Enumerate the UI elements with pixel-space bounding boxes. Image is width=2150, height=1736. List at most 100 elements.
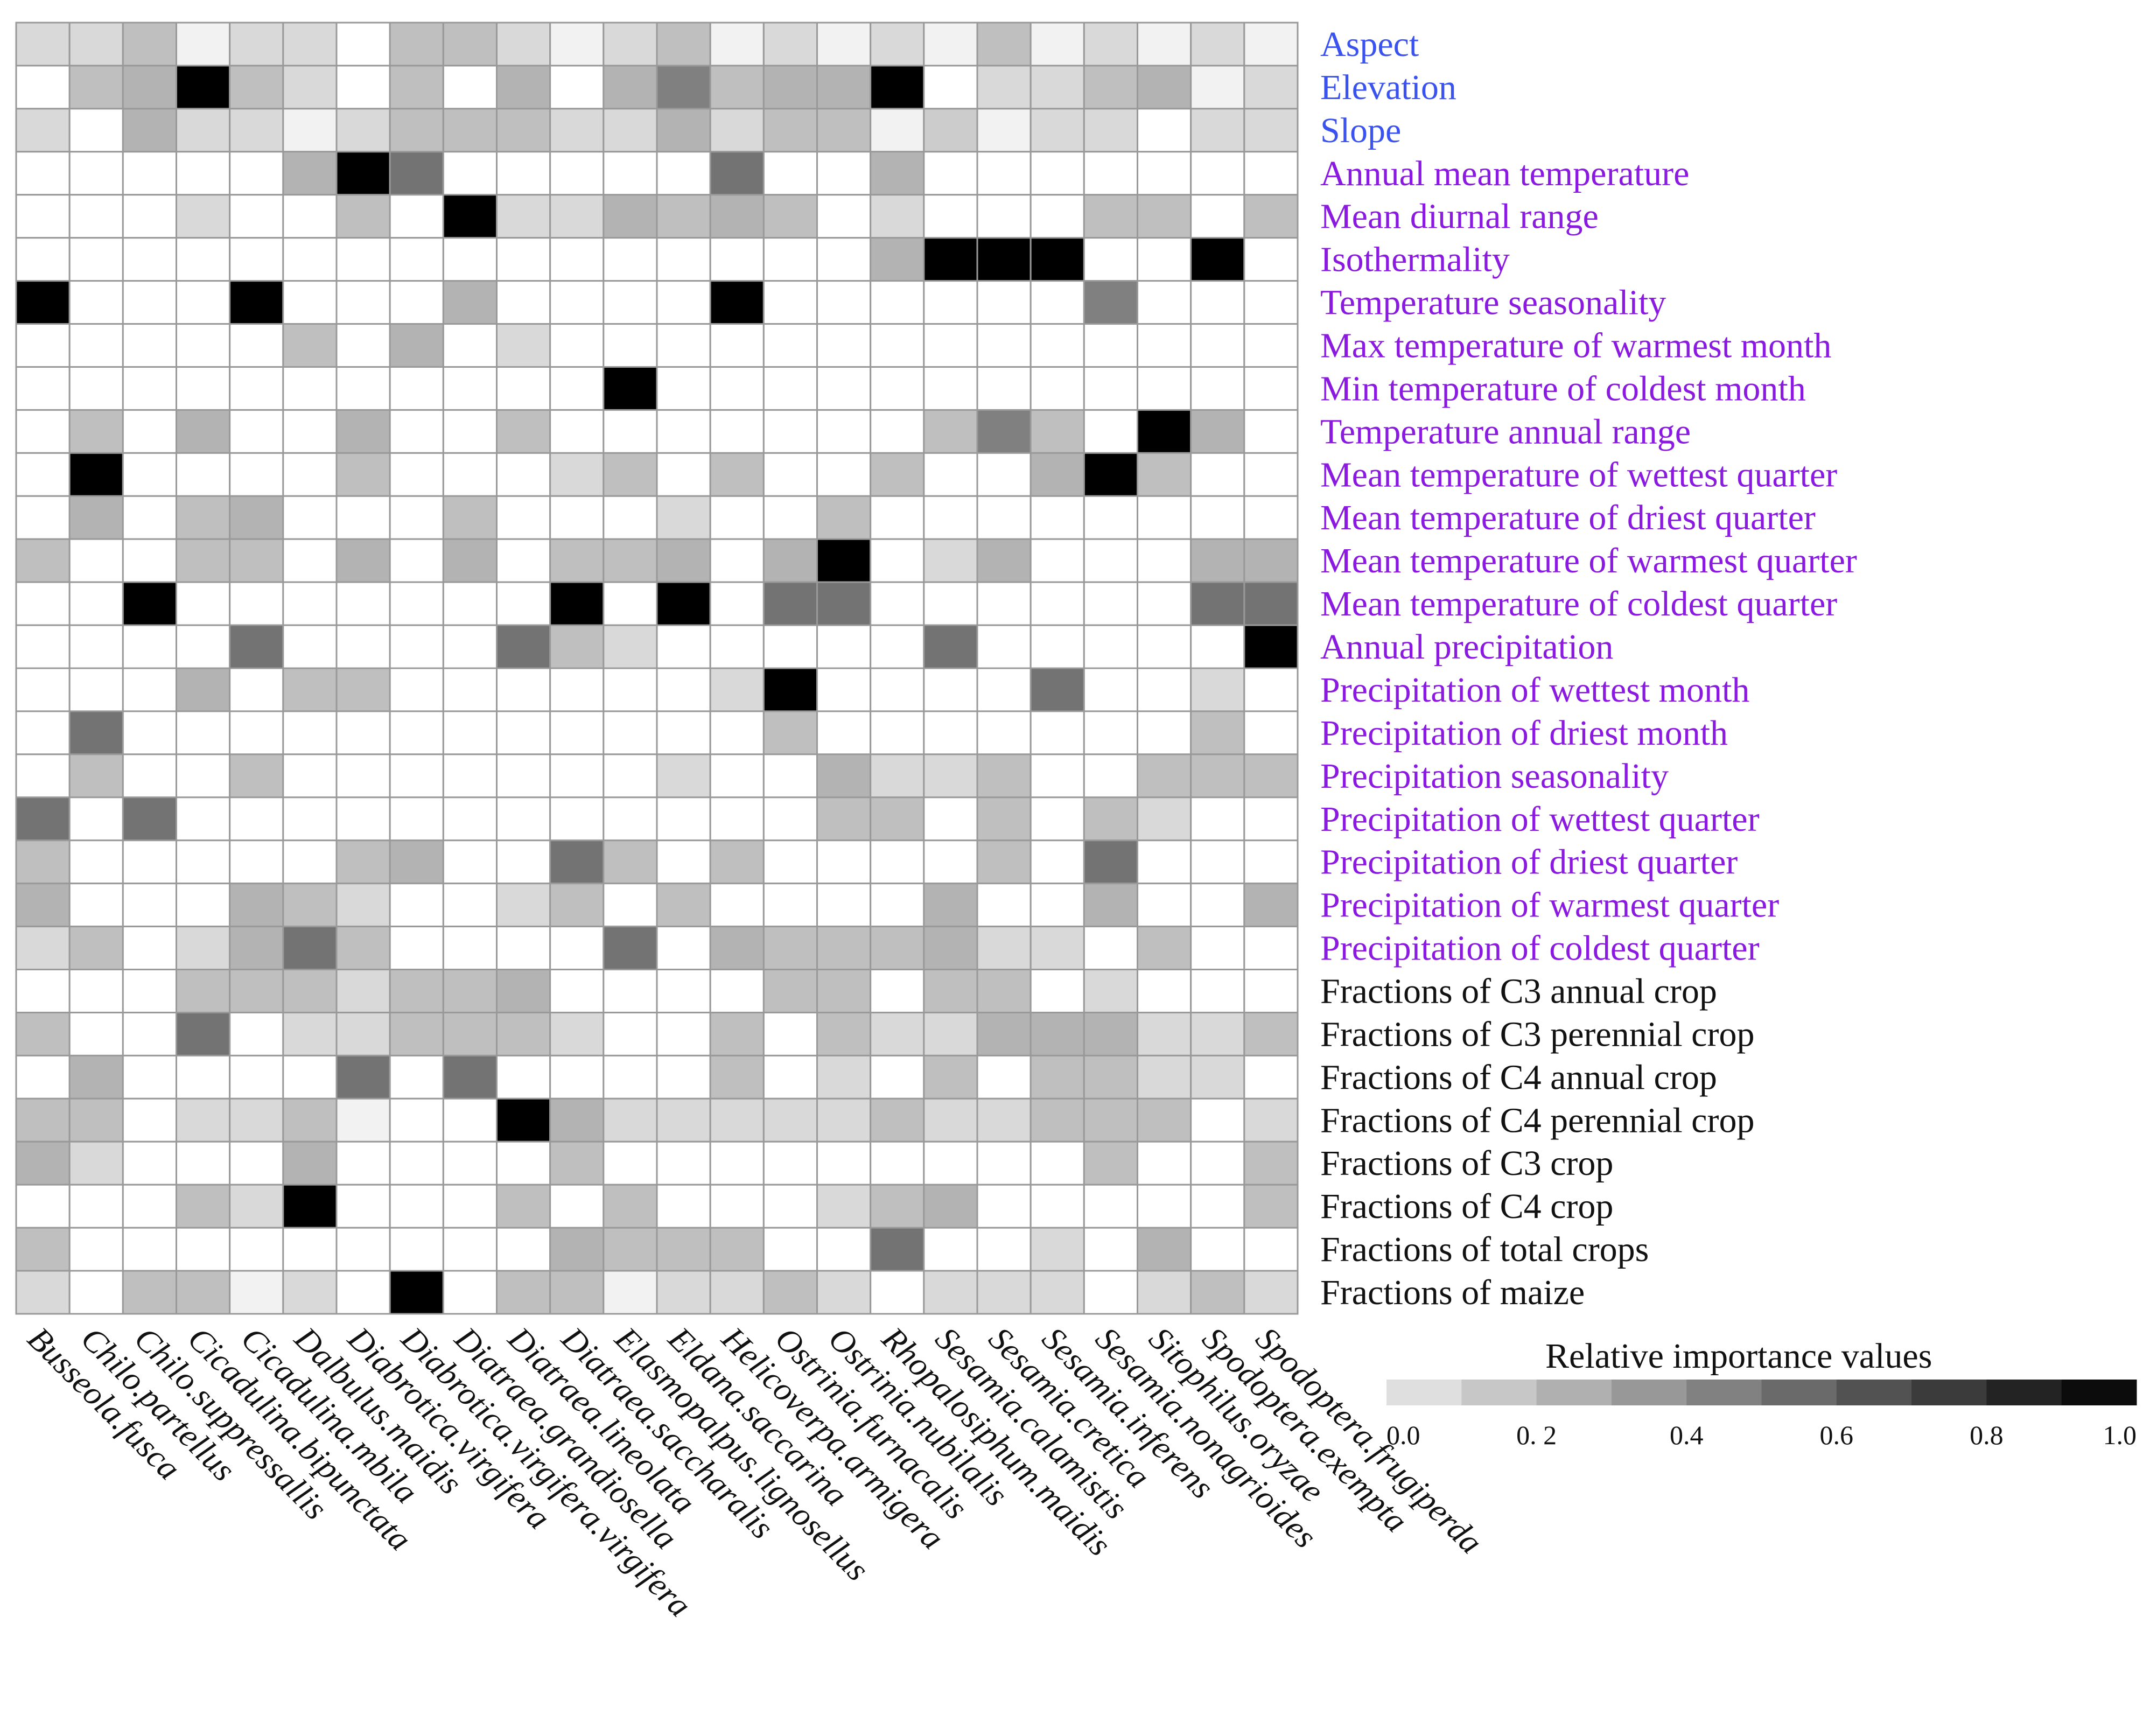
heatmap-cell [870, 581, 925, 626]
row-label: Mean temperature of driest quarter [1320, 498, 1816, 537]
heatmap-cell [762, 151, 818, 196]
heatmap-cell [870, 969, 925, 1013]
heatmap-cell [496, 366, 551, 411]
heatmap-cell [1190, 65, 1245, 110]
heatmap-cell [923, 969, 978, 1013]
heatmap-cell [176, 969, 231, 1013]
heatmap-cell [976, 366, 1032, 411]
heatmap-cell [229, 1227, 284, 1272]
heatmap-cell [870, 667, 925, 712]
heatmap-cell [68, 65, 124, 110]
heatmap-cell [15, 452, 71, 497]
heatmap-cell [176, 194, 231, 239]
heatmap-cell [976, 1270, 1032, 1315]
heatmap-cell [870, 1227, 925, 1272]
legend-tick-label: 0.4 [1670, 1420, 1704, 1450]
heatmap-cell [976, 624, 1032, 669]
heatmap-cell [335, 1140, 391, 1186]
heatmap-cell [976, 538, 1032, 583]
heatmap-cell [709, 581, 765, 626]
heatmap-cell [923, 452, 978, 497]
heatmap-cell [1243, 495, 1299, 540]
legend-tick-label: 0.0 [1386, 1420, 1420, 1450]
heatmap-cell [816, 237, 872, 282]
heatmap-cell [709, 452, 765, 497]
heatmap-cell [176, 624, 231, 669]
heatmap-cell [335, 667, 391, 712]
heatmap-cell [870, 151, 925, 196]
heatmap-cell [122, 151, 177, 196]
heatmap-cell [496, 194, 551, 239]
heatmap-cell [1190, 280, 1245, 325]
heatmap-cell [603, 1140, 658, 1186]
heatmap-cell [229, 1054, 284, 1100]
heatmap-cell [122, 194, 177, 239]
heatmap-cells [15, 22, 1299, 1315]
legend-swatch [1386, 1380, 1462, 1405]
heatmap-cell [762, 1011, 818, 1056]
heatmap-cell [709, 280, 765, 325]
heatmap-cell [335, 1184, 391, 1229]
heatmap-cell [1243, 108, 1299, 153]
heatmap-cell [709, 495, 765, 540]
heatmap-cell [1137, 839, 1192, 885]
heatmap-cell [1190, 1227, 1245, 1272]
heatmap-cell [496, 753, 551, 799]
heatmap-cell [176, 323, 231, 368]
heatmap-cell [229, 969, 284, 1013]
heatmap-cell [656, 839, 711, 885]
heatmap-cell [1190, 22, 1245, 67]
heatmap-cell [976, 194, 1032, 239]
heatmap-cell [15, 366, 71, 411]
heatmap-cell [15, 323, 71, 368]
heatmap-cell [1243, 409, 1299, 454]
heatmap-cell [1030, 366, 1085, 411]
heatmap-cell [656, 667, 711, 712]
heatmap-cell [816, 1011, 872, 1056]
heatmap-cell [870, 108, 925, 153]
heatmap-cell [1243, 667, 1299, 712]
heatmap-cell [976, 581, 1032, 626]
heatmap-cell [176, 926, 231, 971]
heatmap-cell [923, 1140, 978, 1186]
heatmap-cell [122, 323, 177, 368]
heatmap-cell [1030, 667, 1085, 712]
heatmap-cell [335, 538, 391, 583]
heatmap-cell [122, 409, 177, 454]
heatmap-cell [549, 1097, 605, 1143]
heatmap-cell [1243, 22, 1299, 67]
heatmap-cell [762, 581, 818, 626]
heatmap-cell [1243, 1227, 1299, 1272]
heatmap-cell [923, 839, 978, 885]
heatmap-cell [68, 1270, 124, 1315]
legend-swatch [1911, 1380, 1987, 1405]
heatmap-cell [68, 796, 124, 842]
heatmap-cell [229, 796, 284, 842]
heatmap-cell [762, 667, 818, 712]
heatmap-cell [762, 883, 818, 928]
heatmap-cell [282, 22, 338, 67]
heatmap-cell [1030, 1097, 1085, 1143]
heatmap-cell [549, 581, 605, 626]
heatmap-cell [1030, 323, 1085, 368]
heatmap-cell [656, 151, 711, 196]
heatmap-cell [976, 65, 1032, 110]
heatmap-cell [335, 108, 391, 153]
heatmap-cell [496, 108, 551, 153]
heatmap-cell [976, 280, 1032, 325]
heatmap-cell [656, 753, 711, 799]
heatmap-cell [229, 926, 284, 971]
heatmap-cell [549, 883, 605, 928]
heatmap-cell [1030, 581, 1085, 626]
row-label: Precipitation of warmest quarter [1320, 886, 1779, 925]
heatmap-cell [1137, 581, 1192, 626]
heatmap-cell [1243, 237, 1299, 282]
heatmap-cell [496, 796, 551, 842]
heatmap-cell [816, 624, 872, 669]
heatmap-cell [1137, 65, 1192, 110]
heatmap-cell [656, 624, 711, 669]
heatmap-cell [923, 710, 978, 755]
heatmap-cell [762, 710, 818, 755]
heatmap-cell [1190, 323, 1245, 368]
heatmap-cell [496, 1227, 551, 1272]
